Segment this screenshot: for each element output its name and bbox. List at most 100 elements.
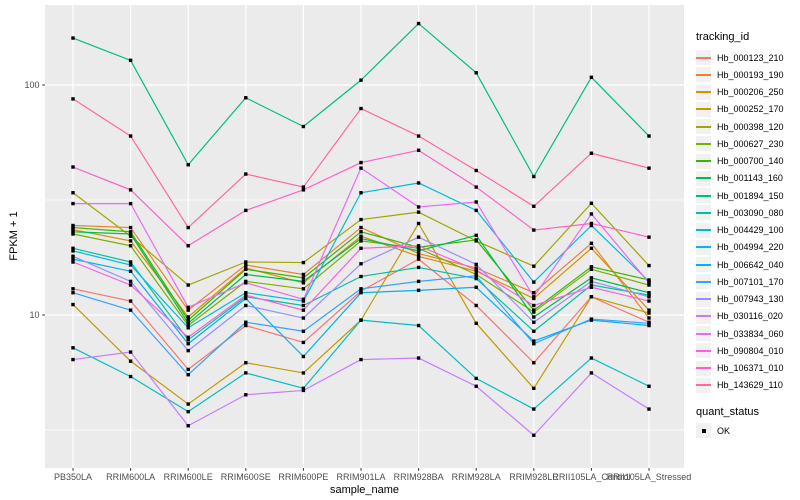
legend-item-label: Hb_003090_080 (717, 207, 784, 218)
point-Hb_000252_170-RRIM928BA (416, 221, 421, 226)
point-Hb_000627_230-RRIM928LE (532, 310, 536, 314)
x-tick-label: RRIM600LA (106, 472, 155, 482)
point-Hb_106371_010-RRIM928LA (474, 185, 478, 189)
legend-item-label: Hb_000627_230 (717, 138, 784, 149)
legend-item-label: Hb_006642_040 (717, 259, 784, 270)
point-Hb_000123_210-RRIM600SE (244, 323, 248, 328)
point-Hb_003090_080-PB350LA (71, 246, 75, 250)
point-Hb_000123_210-RRIM600PE (301, 340, 306, 345)
ok-key-box (696, 423, 711, 438)
point-Hb_090804_010-RRIM600LA (128, 283, 133, 287)
point-Hb_106371_010-RRIM901LA (359, 160, 363, 165)
point-Hb_000627_230-RRIM600LA (128, 244, 133, 248)
legend-key-line-icon (696, 298, 711, 301)
black-square-marker-icon (701, 428, 706, 433)
legend-key-line-icon (696, 177, 711, 180)
point-Hb_090804_010-RRIM928LA (474, 268, 478, 272)
point-Hb_000252_170-RRIM600LE (186, 402, 190, 406)
point-Hb_001143_160-RRIM928LE (532, 315, 536, 319)
point-Hb_033834_060-RRIM928BA (416, 205, 421, 209)
x-tick-label: RRII105LA_Control (552, 472, 630, 482)
x-tick-label: RRIM928BA (394, 472, 444, 482)
point-Hb_000123_210-RRIM928LA (474, 303, 478, 308)
point-Hb_000627_230-PB350LA (71, 232, 75, 236)
point-Hb_143629_110-PB350LA (71, 97, 75, 101)
legend-key-line-icon (696, 246, 711, 249)
point-Hb_030116_020-RRIM600LA (128, 350, 133, 354)
legend-item-label: Hb_000193_190 (717, 69, 784, 80)
legend-key-line-icon (696, 142, 711, 145)
point-Hb_000398_120-RRIM901LA (359, 217, 363, 222)
point-Hb_143629_110-RRIM928BA (416, 134, 421, 138)
point-Hb_143629_110-RRIM600SE (244, 172, 248, 176)
point-Hb_000700_140-RRIM600LA (128, 230, 133, 234)
legend-item-Hb_004429_100: Hb_004429_100 (696, 222, 800, 239)
point-Hb_007943_130-RRII105LA_Stressed (647, 295, 651, 299)
point-Hb_004994_220-RRIM901LA (359, 191, 363, 195)
point-Hb_000252_170-RRIM928LE (532, 386, 536, 391)
point-Hb_004429_100-RRIM928LA (474, 376, 478, 381)
point-Hb_007943_130-RRIM928LE (532, 320, 536, 324)
point-Hb_000398_120-RRIM600PE (301, 260, 306, 265)
point-Hb_000193_190-RRIM600LE (186, 308, 190, 312)
point-Hb_000193_190-PB350LA (71, 223, 75, 228)
legend-item-label: Hb_000700_140 (717, 156, 784, 167)
legend-ok-item: OK (696, 422, 800, 439)
point-Hb_007943_130-RRIM600SE (244, 303, 248, 308)
legend-key-box (696, 326, 711, 342)
legend-key-line-icon (696, 91, 711, 94)
x-tick-label: RRIM600SE (221, 472, 271, 482)
legend-item-label: Hb_000398_120 (717, 121, 784, 132)
point-Hb_143629_110-RRIM600PE (301, 185, 306, 189)
legend-item-label: Hb_000123_210 (717, 52, 784, 63)
point-Hb_001143_160-RRIM600LE (186, 321, 190, 326)
point-Hb_004994_220-RRIM928BA (416, 181, 421, 185)
point-Hb_143629_110-RRIM928LA (474, 168, 478, 173)
point-Hb_004429_100-RRIM600SE (244, 371, 248, 375)
legend-item-Hb_033834_060: Hb_033834_060 (696, 325, 800, 342)
point-Hb_143629_110-RRII105LA_Stressed (647, 166, 651, 170)
point-Hb_000398_120-RRIM928LE (532, 264, 536, 268)
point-Hb_090804_010-RRII105LA_Control (589, 285, 594, 289)
point-Hb_000627_230-RRIM600PE (301, 287, 306, 291)
point-Hb_001894_150-RRII105LA_Stressed (647, 134, 651, 138)
legend-key-line-icon (696, 384, 711, 387)
legend-key-box (696, 101, 711, 117)
point-Hb_001143_160-RRIM901LA (359, 236, 363, 241)
point-Hb_004994_220-RRII105LA_Control (589, 223, 594, 228)
point-Hb_004994_220-RRIM600PE (301, 299, 306, 303)
point-Hb_001143_160-PB350LA (71, 230, 75, 234)
point-Hb_106371_010-RRIM928BA (416, 148, 421, 153)
point-Hb_033834_060-RRIM928LA (474, 200, 478, 204)
x-tick-label: RRIM600PE (278, 472, 328, 482)
ok-label: OK (717, 425, 731, 436)
point-Hb_001143_160-RRIM928LA (474, 233, 478, 238)
point-Hb_033834_060-PB350LA (71, 201, 75, 206)
point-Hb_007101_170-RRII105LA_Stressed (647, 321, 651, 326)
point-Hb_004994_220-RRIM600SE (244, 291, 248, 295)
point-Hb_001894_150-RRIM600LE (186, 163, 190, 167)
legend-key-line-icon (696, 280, 711, 283)
point-Hb_000206_250-RRIM901LA (359, 234, 363, 238)
point-Hb_030116_020-RRIM928BA (416, 356, 421, 360)
point-Hb_000193_190-RRIM600PE (301, 272, 306, 277)
legend-key-box (696, 188, 711, 204)
point-Hb_000252_170-RRIM600LA (128, 359, 133, 363)
point-Hb_106371_010-RRIM600LE (186, 244, 190, 248)
legend-key-box (696, 50, 711, 66)
point-Hb_000398_120-RRIM600LE (186, 283, 190, 287)
point-Hb_007101_170-RRIM600LA (128, 308, 133, 312)
legend-key-line-icon (696, 332, 711, 335)
legend-item-label: Hb_090804_010 (717, 345, 784, 356)
legend-item-label: Hb_106371_010 (717, 363, 784, 374)
legend-key-box (696, 274, 711, 290)
point-Hb_001894_150-RRIM600PE (301, 124, 306, 129)
panel-background (45, 5, 684, 468)
legend-key-box (696, 205, 711, 221)
legend-item-Hb_000627_230: Hb_000627_230 (696, 135, 800, 152)
point-Hb_000206_250-PB350LA (71, 227, 75, 232)
legend-item-label: Hb_001894_150 (717, 190, 784, 201)
legend-key-box (696, 291, 711, 307)
legend-key-line-icon (696, 211, 711, 214)
